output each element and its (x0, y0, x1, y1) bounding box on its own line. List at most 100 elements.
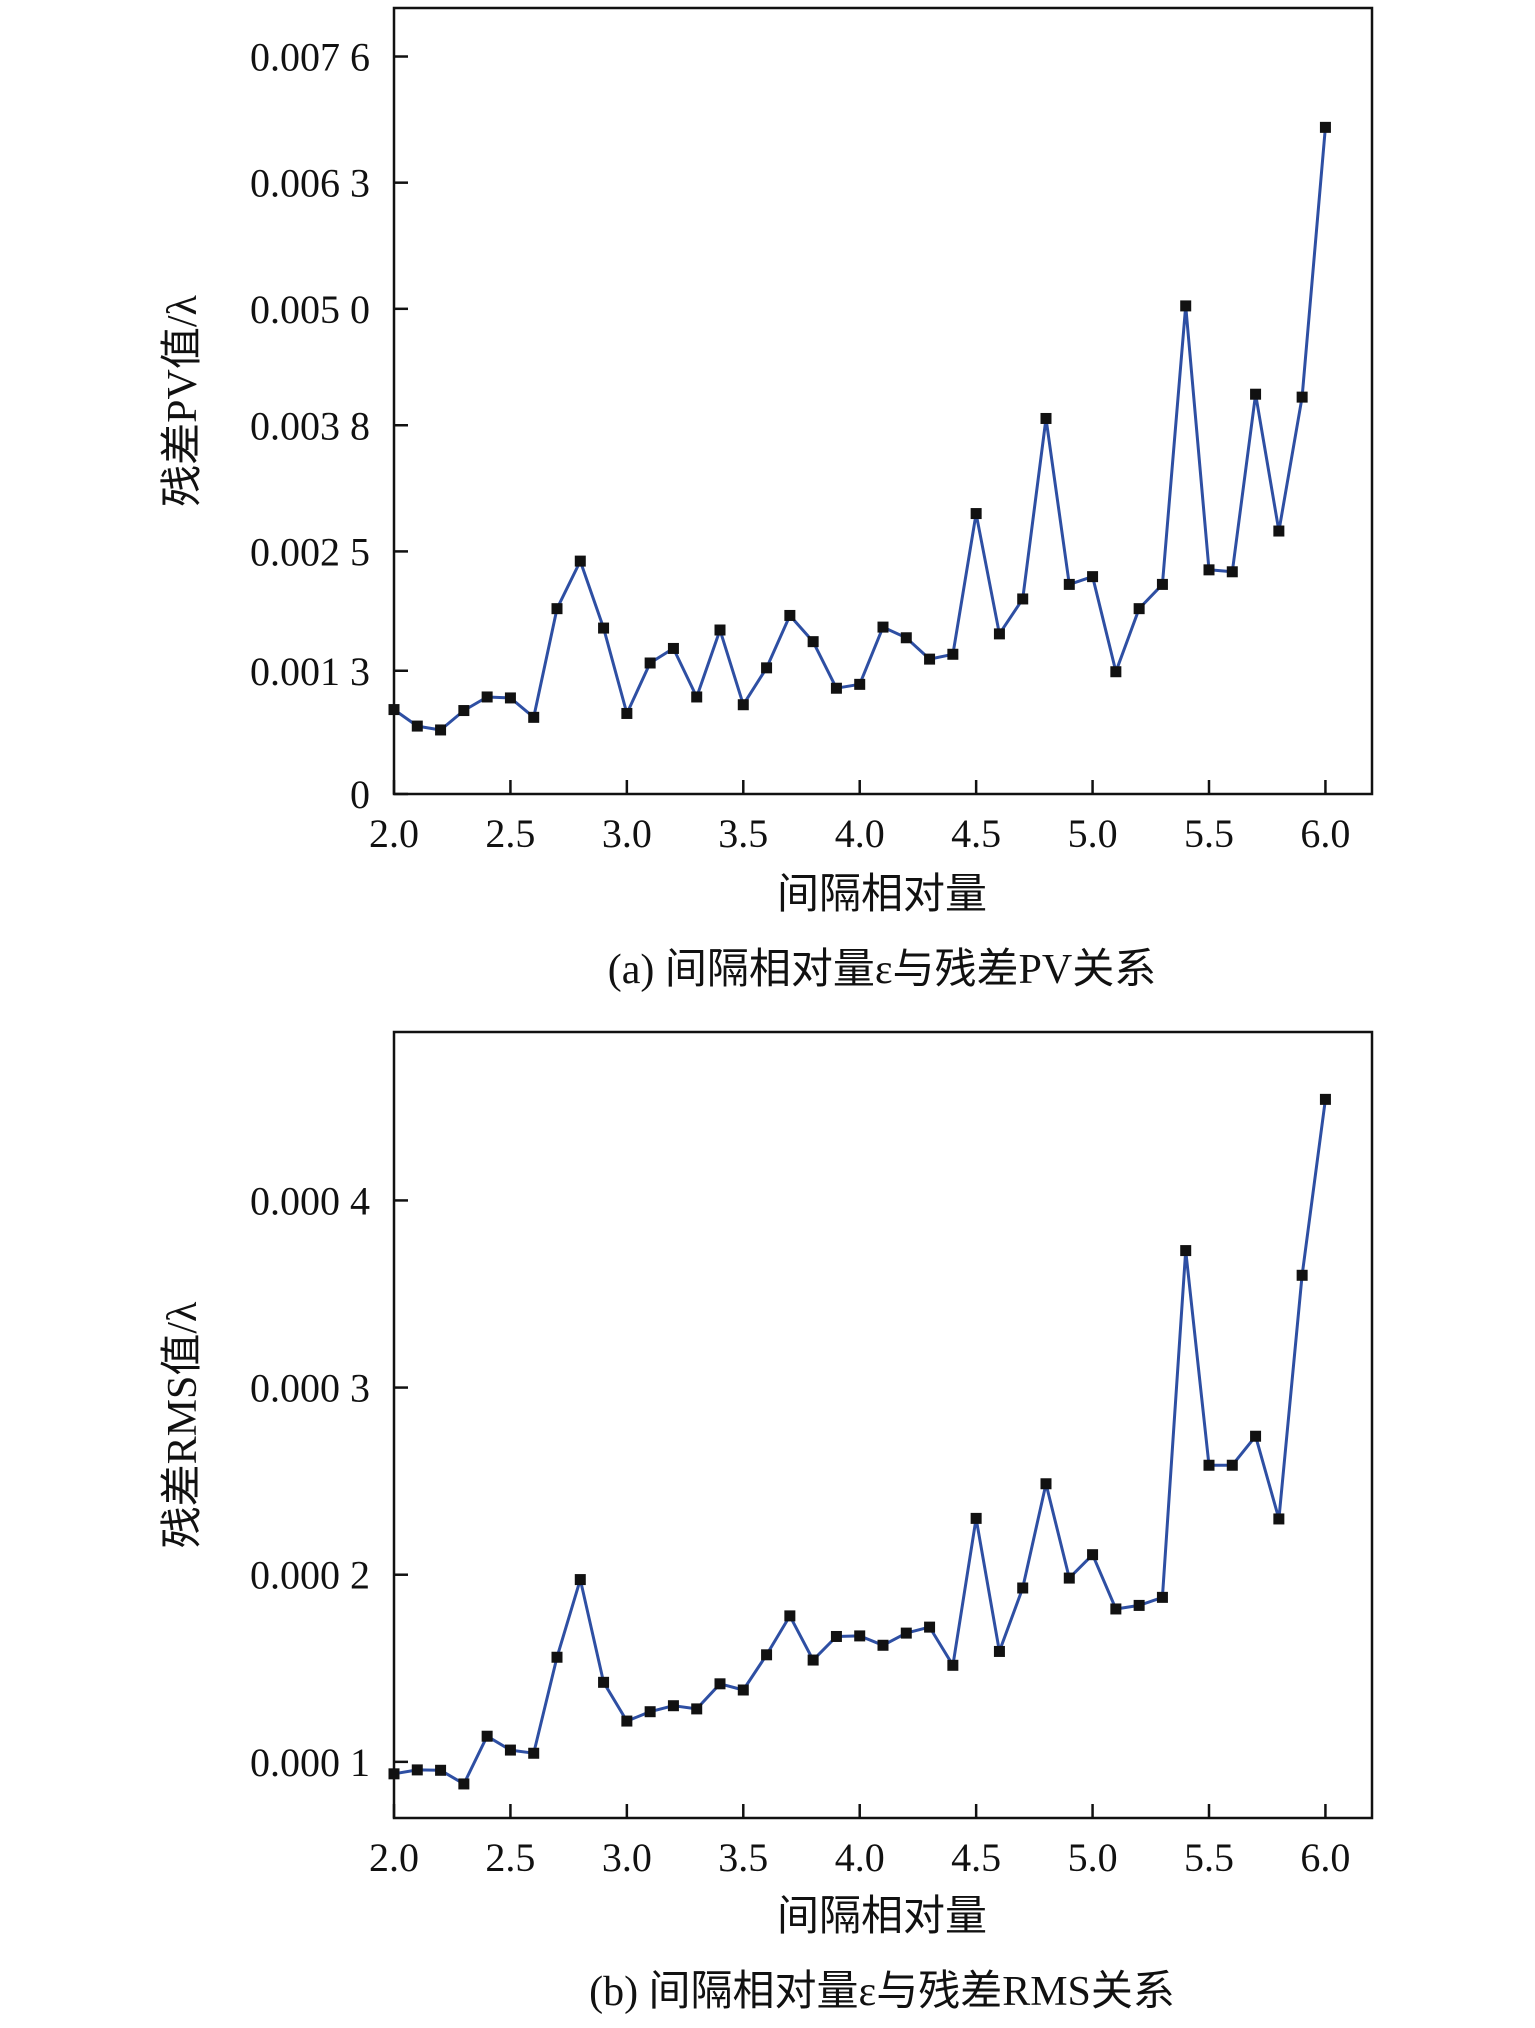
tick-group: 2.0 2.5 3.0 3.5 4.0 4.5 5.0 5.5 6.0 0.000 1 0.000 … (250, 1178, 1350, 1880)
data-point (411, 720, 423, 732)
caption: (b) 间隔相对量ε与残差RMS关系 (589, 1969, 1175, 2015)
data-point (1296, 1269, 1308, 1281)
y-tick-label: 0.002 5 (250, 529, 370, 574)
data-point (993, 1645, 1005, 1657)
y-tick-label: 0.001 3 (250, 649, 370, 694)
y-tick-label: 0.000 2 (250, 1553, 370, 1598)
data-point (388, 1768, 400, 1780)
data-point (644, 657, 656, 669)
data-point (435, 724, 447, 736)
data-point (388, 704, 400, 716)
data-point (691, 691, 703, 703)
data-point (761, 1649, 773, 1661)
data-point (1087, 571, 1099, 583)
data-point (504, 692, 516, 704)
x-tick-label: 4.5 (951, 811, 1001, 856)
y-tick-label: 0 (350, 772, 370, 817)
x-tick-label: 5.0 (1068, 811, 1118, 856)
data-point (1226, 1459, 1238, 1471)
data-point (970, 1512, 982, 1524)
data-point (1017, 1582, 1029, 1594)
data-point (528, 1747, 540, 1759)
data-point (924, 653, 936, 665)
data-point (458, 1778, 470, 1790)
x-tick-label: 5.5 (1184, 1835, 1234, 1880)
x-axis-title: 间隔相对量 (777, 872, 987, 918)
data-point (784, 1610, 796, 1622)
chart-b-svg: 2.0 2.5 3.0 3.5 4.0 4.5 5.0 5.5 6.0 0.000 1 0.000 … (160, 1030, 1374, 2015)
y-tick-label: 0.006 3 (250, 161, 370, 206)
x-tick-label: 3.5 (718, 811, 768, 856)
data-point (970, 508, 982, 520)
data-point (481, 1730, 493, 1742)
x-tick-label: 4.0 (835, 811, 885, 856)
y-tick-label: 0.003 8 (250, 403, 370, 448)
data-point (621, 1715, 633, 1727)
x-tick-label: 3.0 (602, 1835, 652, 1880)
data-point (598, 1676, 610, 1688)
data-point (598, 622, 610, 634)
data-point (1180, 1245, 1192, 1257)
plot-frame (392, 6, 1374, 796)
data-point (714, 624, 726, 636)
data-point (714, 1678, 726, 1690)
series-line (393, 127, 1327, 732)
x-tick-label: 2.5 (485, 811, 535, 856)
x-tick-label: 6.0 (1300, 1835, 1350, 1880)
data-point (830, 682, 842, 694)
x-tick-label: 6.0 (1300, 811, 1350, 856)
data-point (458, 705, 470, 717)
data-point (528, 711, 540, 723)
data-point (1319, 1093, 1331, 1105)
data-point (691, 1703, 703, 1715)
data-point (900, 632, 912, 644)
data-point (877, 1639, 889, 1651)
x-tick-label: 2.5 (485, 1835, 535, 1880)
data-point (667, 1700, 679, 1712)
data-point (1133, 1599, 1145, 1611)
data-point (924, 1621, 936, 1633)
x-tick-label: 5.0 (1068, 1835, 1118, 1880)
data-point (947, 1659, 959, 1671)
data-point (830, 1630, 842, 1642)
data-point (644, 1706, 656, 1718)
data-point (1273, 1513, 1285, 1525)
data-point (993, 628, 1005, 640)
data-point (481, 691, 493, 703)
data-point (1063, 1572, 1075, 1584)
chart-a-svg: 2.0 2.5 3.0 3.5 4.0 4.5 5.0 5.5 6.0 0 0.001 3 0.002… (160, 6, 1374, 993)
data-point (551, 1651, 563, 1663)
data-point (784, 609, 796, 621)
data-point (1110, 666, 1122, 678)
data-point (1203, 1459, 1215, 1471)
x-tick-label: 5.5 (1184, 811, 1234, 856)
caption: (a) 间隔相对量ε与残差PV关系 (608, 947, 1156, 993)
data-point (761, 662, 773, 674)
data-point (411, 1764, 423, 1776)
chart-b: 2.0 2.5 3.0 3.5 4.0 4.5 5.0 5.5 6.0 0.000 1 0.000 … (0, 1010, 1535, 2028)
data-point (737, 699, 749, 711)
x-axis-title: 间隔相对量 (777, 1894, 987, 1940)
y-axis-title: 残差PV值/λ (160, 295, 206, 507)
y-tick-label: 0.007 6 (250, 35, 370, 80)
x-tick-label: 2.0 (369, 811, 419, 856)
data-point (1203, 564, 1215, 576)
data-point (667, 642, 679, 654)
data-point (854, 678, 866, 690)
chart-a: 2.0 2.5 3.0 3.5 4.0 4.5 5.0 5.5 6.0 0 0.001 3 0.002… (0, 0, 1535, 1010)
y-tick-label: 0.005 0 (250, 287, 370, 332)
data-point (574, 555, 586, 567)
data-point (1156, 578, 1168, 590)
data-point (1063, 578, 1075, 590)
data-point (1296, 391, 1308, 403)
series-group (388, 121, 1331, 736)
tick-group: 2.0 2.5 3.0 3.5 4.0 4.5 5.0 5.5 6.0 0 0.001 3 0.002… (250, 35, 1350, 856)
y-axis-title: 残差RMS值/λ (160, 1301, 206, 1548)
data-point (1087, 1549, 1099, 1561)
x-tick-label: 4.5 (951, 1835, 1001, 1880)
data-point (1110, 1603, 1122, 1615)
y-tick-label: 0.000 4 (250, 1178, 370, 1223)
data-point (574, 1574, 586, 1586)
data-point (1319, 121, 1331, 133)
y-tick-label: 0.000 3 (250, 1366, 370, 1411)
